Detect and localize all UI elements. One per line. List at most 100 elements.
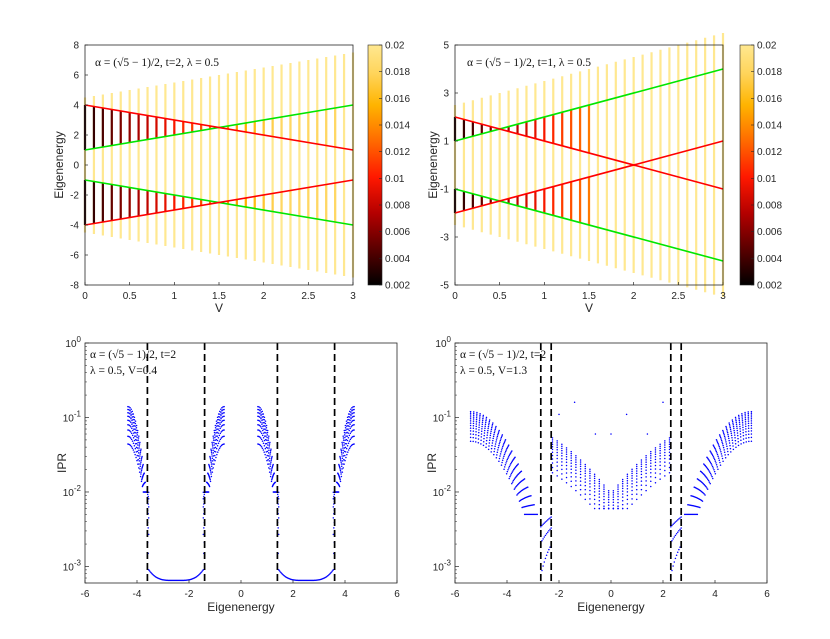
ipr-point: [330, 571, 333, 573]
ipr-point: [724, 457, 727, 459]
ipr-point: [556, 454, 558, 457]
ipr-point: [526, 513, 528, 516]
ipr-point: [212, 437, 215, 439]
ipr-point: [222, 409, 224, 411]
y-tick-label: 100: [435, 335, 451, 350]
ipr-point: [503, 468, 505, 470]
ipr-point: [349, 432, 352, 435]
ipr-point: [741, 418, 744, 420]
ipr-point: [714, 472, 717, 475]
ipr-point: [215, 420, 218, 422]
ipr-point: [676, 551, 679, 554]
ipr-point: [505, 462, 507, 464]
ipr-point: [675, 554, 678, 556]
ipr-point: [645, 461, 647, 463]
ipr-point: [128, 406, 130, 408]
ipr-point: [332, 569, 335, 571]
ipr-point: [631, 472, 633, 475]
ipr-point: [575, 461, 577, 463]
ipr-point: [705, 476, 707, 478]
ipr-point: [268, 435, 270, 437]
ipr-point: [478, 418, 481, 420]
ipr-point: [561, 455, 563, 457]
ipr-point: [137, 437, 140, 439]
ipr-point: [260, 408, 262, 411]
ipr-point: [264, 431, 266, 434]
ipr-point: [556, 446, 558, 449]
ipr-point: [659, 455, 661, 457]
y-tick-label: 10-2: [433, 484, 452, 499]
ipr-point: [720, 438, 722, 440]
ipr-point: [673, 561, 676, 563]
ipr-point: [341, 457, 344, 459]
ipr-point: [478, 422, 481, 424]
ipr-point: [504, 440, 506, 442]
x-tick-label: -6: [81, 589, 90, 600]
ipr-point: [266, 447, 269, 449]
colorbar-tick-label: 0.012: [757, 147, 782, 158]
ipr-point: [709, 482, 711, 485]
ipr-point: [711, 454, 714, 457]
ipr-point: [261, 410, 264, 413]
ipr-point: [269, 468, 271, 470]
ipr-point: [135, 435, 137, 437]
ipr-point: [212, 439, 215, 441]
ipr-point: [137, 463, 139, 465]
ipr-point: [262, 429, 264, 432]
colorbar-tick-label: 0.008: [385, 201, 410, 212]
ipr-point: [731, 419, 734, 421]
ipr-point: [722, 432, 725, 434]
ipr-point: [259, 437, 262, 439]
ipr-point: [742, 431, 744, 434]
ipr-point: [742, 426, 744, 429]
ipr-point: [706, 467, 709, 470]
ipr-point: [480, 443, 482, 445]
ipr-point: [732, 445, 734, 447]
ipr-point: [500, 464, 503, 466]
ipr-point: [480, 436, 483, 438]
ipr-point: [130, 432, 133, 435]
ipr-point: [737, 437, 739, 440]
ipr-point: [584, 498, 587, 501]
ipr-point: [488, 442, 491, 444]
ipr-point: [272, 491, 275, 493]
ipr-point: [570, 462, 572, 464]
ipr-point: [745, 428, 747, 430]
ipr-point: [593, 485, 596, 487]
ipr-point: [277, 506, 280, 508]
y-axis-label: IPR: [425, 453, 439, 473]
ipr-point: [258, 406, 260, 408]
ipr-point: [340, 451, 343, 453]
ipr-point: [499, 455, 501, 457]
ipr-point: [594, 433, 597, 435]
ipr-point: [626, 498, 629, 501]
ipr-point: [673, 536, 676, 538]
ipr-point: [212, 463, 214, 465]
ipr-point: [709, 472, 712, 475]
ipr-point: [541, 569, 543, 572]
ipr-point: [664, 449, 666, 451]
y-tick-label: -5: [440, 281, 449, 292]
ipr-point: [267, 441, 269, 444]
ipr-point: [341, 453, 343, 455]
ipr-point: [477, 441, 480, 444]
ipr-point: [262, 449, 265, 451]
ipr-point: [719, 435, 721, 437]
ipr-point: [341, 460, 344, 462]
ipr-point: [488, 422, 490, 424]
ipr-point: [491, 425, 493, 427]
ipr-point: [503, 453, 506, 456]
ipr-point: [561, 461, 563, 463]
ipr-point: [489, 436, 491, 439]
ipr-point: [612, 496, 615, 498]
x-tick-label: -4: [503, 589, 512, 600]
ipr-point: [534, 513, 536, 516]
colorbar-tick-label: 0.018: [757, 67, 782, 78]
ipr-point: [612, 491, 615, 494]
ipr-point: [346, 453, 348, 456]
ipr-point: [675, 533, 678, 535]
ipr-point: [625, 413, 628, 416]
ipr-point: [706, 487, 708, 489]
ipr-point: [266, 439, 268, 442]
ipr-point: [212, 449, 214, 451]
